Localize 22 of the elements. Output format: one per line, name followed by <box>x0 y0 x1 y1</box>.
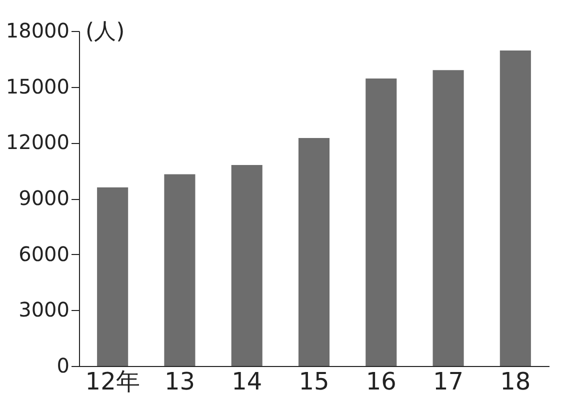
bar <box>231 165 262 366</box>
y-tick-label: 18000 <box>6 18 70 42</box>
y-axis-title: (人) <box>86 20 125 44</box>
y-tick-label: 3000 <box>18 298 70 322</box>
y-tick-label: 0 <box>56 354 70 378</box>
x-tick-label: 14 <box>232 368 262 396</box>
x-tick-label: 17 <box>433 368 464 396</box>
x-tick-label: 13 <box>164 368 195 396</box>
y-tick-label: 15000 <box>6 74 70 98</box>
bar <box>97 187 128 366</box>
bar <box>432 70 464 366</box>
bar <box>298 138 330 366</box>
y-tick-label: 6000 <box>18 242 70 266</box>
x-tick-label: 15 <box>298 368 330 396</box>
y-tick-label: 12000 <box>6 130 70 154</box>
x-tick-label: 16 <box>366 368 396 396</box>
x-tick-label: 18 <box>500 368 531 396</box>
bar <box>366 78 397 366</box>
y-tick-label: 9000 <box>18 186 70 210</box>
x-tick-label: 12年 <box>85 368 140 396</box>
bar <box>164 174 196 366</box>
bar <box>500 50 531 366</box>
